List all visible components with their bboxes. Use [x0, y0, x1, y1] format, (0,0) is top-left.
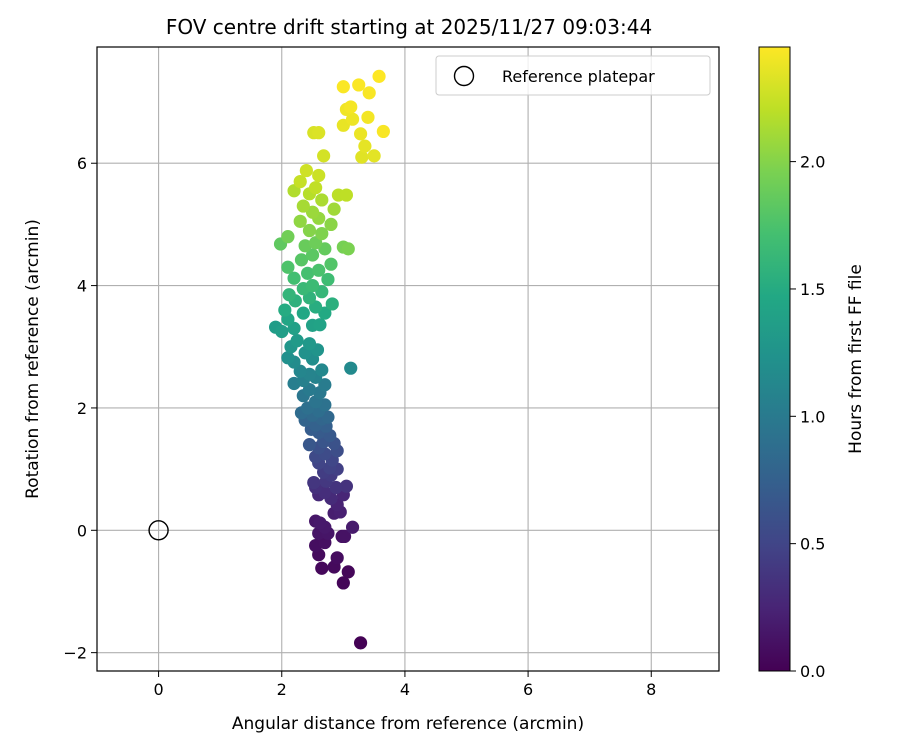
scatter-point	[294, 253, 309, 267]
scatter-point	[305, 248, 320, 262]
scatter-point	[324, 257, 338, 271]
scatter-point	[339, 188, 354, 202]
scatter-point	[336, 576, 350, 590]
scatter-point	[302, 438, 317, 452]
gridlines	[97, 47, 719, 671]
scatter-point	[353, 636, 368, 650]
scatter-point	[345, 112, 360, 126]
scatter-point	[325, 297, 339, 311]
scatter-point	[355, 150, 369, 164]
scatter-point	[313, 318, 327, 332]
x-tick-label: 8	[646, 680, 656, 699]
scatter-point	[302, 223, 317, 238]
scatter-point	[372, 69, 386, 83]
scatter-point	[336, 80, 350, 94]
scatter-point	[293, 214, 307, 228]
x-tick-label: 4	[400, 680, 410, 699]
legend: Reference platepar	[435, 55, 711, 96]
scatter-point	[275, 324, 289, 339]
colorbar-tick-label: 2.0	[800, 153, 825, 172]
scatter-point	[341, 242, 355, 256]
scatter-point	[296, 199, 310, 213]
scatter-point	[315, 363, 329, 377]
scatter-point	[345, 520, 360, 534]
scatter-point	[361, 110, 375, 124]
x-axis-label: Angular distance from reference (arcmin)	[232, 714, 584, 734]
scatter-point	[299, 163, 313, 178]
scatter-point	[327, 202, 341, 216]
colorbar-tick-label: 0.0	[800, 662, 825, 681]
scatter-point	[301, 266, 315, 280]
legend-entry: Reference platepar	[502, 67, 655, 86]
scatter-point	[296, 306, 310, 320]
scatter-point	[315, 193, 329, 207]
y-axis-ticks: −2 0 2 4 6	[63, 154, 97, 663]
colorbar-tick-label: 1.5	[800, 280, 825, 299]
scatter-point	[298, 239, 312, 253]
scatter-point	[305, 278, 320, 293]
scatter-point	[339, 479, 354, 493]
y-tick-label: 0	[77, 521, 87, 540]
scatter-point	[318, 378, 332, 392]
reference-point	[148, 520, 169, 541]
x-tick-label: 0	[153, 680, 163, 699]
scatter-point	[278, 303, 292, 317]
scatter-point	[344, 100, 358, 114]
scatter-point	[321, 272, 335, 287]
scatter-point	[315, 561, 329, 575]
scatter-point	[287, 271, 301, 285]
scatter-point	[362, 86, 376, 100]
legend-box	[435, 55, 711, 96]
y-axis-label: Rotation from reference (arcmin)	[23, 219, 43, 499]
data-points	[268, 69, 390, 650]
y-tick-label: 6	[77, 154, 87, 173]
scatter-point	[353, 127, 368, 141]
scatter-point	[281, 351, 295, 365]
scatter-point	[367, 149, 381, 163]
scatter-point	[293, 174, 307, 189]
scatter-point	[337, 529, 352, 544]
scatter-point	[290, 334, 304, 348]
colorbar: 0.0 0.5 1.0 1.5 2.0 Hours from first FF file	[758, 46, 866, 681]
colorbar-tick-label: 1.0	[800, 407, 825, 426]
colorbar-ticks: 0.0 0.5 1.0 1.5 2.0	[790, 153, 825, 681]
y-tick-label: −2	[63, 644, 87, 663]
legend-marker	[453, 65, 475, 87]
scatter-point	[324, 217, 338, 232]
x-axis-ticks: 0 2 4 6 8	[153, 671, 656, 699]
y-tick-label: 4	[77, 277, 87, 296]
scatter-point	[344, 361, 358, 375]
scatter-point	[317, 149, 331, 163]
scatter-point	[282, 288, 296, 302]
scatter-point	[309, 181, 323, 195]
scatter-point	[329, 480, 343, 495]
chart-title: FOV centre drift starting at 2025/11/27 …	[166, 15, 652, 39]
scatter-point	[313, 516, 327, 530]
colorbar-gradient	[758, 46, 791, 672]
reference-marker	[148, 520, 169, 541]
scatter-point	[341, 565, 355, 579]
scatter-point	[358, 139, 372, 153]
scatter-point	[307, 475, 321, 490]
colorbar-tick-label: 0.5	[800, 535, 825, 554]
scatter-point	[352, 78, 366, 92]
scatter-point	[281, 260, 295, 274]
colorbar-label: Hours from first FF file	[846, 264, 866, 454]
plot-area	[96, 46, 720, 672]
scatter-point	[315, 226, 329, 241]
y-tick-label: 2	[77, 399, 87, 418]
scatter-point	[281, 230, 295, 244]
scatter-point	[312, 263, 326, 277]
scatter-point	[376, 124, 390, 139]
x-tick-label: 2	[277, 680, 287, 699]
scatter-point	[330, 551, 344, 565]
scatter-point	[302, 337, 317, 351]
plot-frame	[96, 46, 720, 672]
x-tick-label: 6	[523, 680, 533, 699]
scatter-point	[312, 168, 326, 183]
scatter-point	[312, 126, 326, 140]
